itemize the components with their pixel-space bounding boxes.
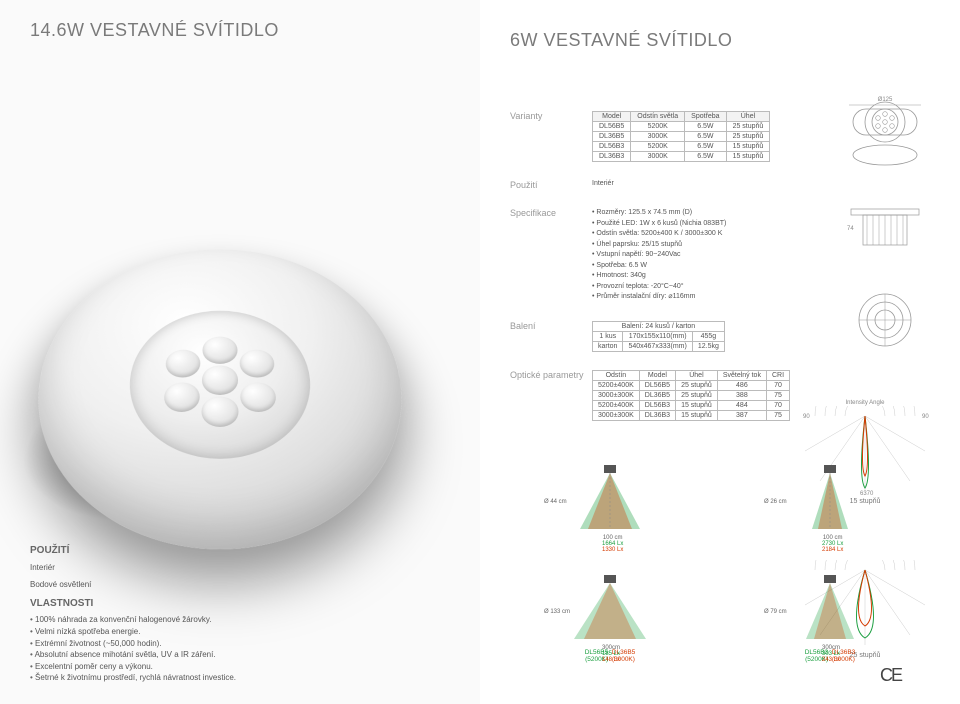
beam-diagram: Ø 44 cm 100 cm 1664 Lx 1330 Lx bbox=[550, 465, 670, 535]
left-page: 14.6W VESTAVNÉ SVÍTIDLO POUŽITÍ Interiér… bbox=[0, 0, 480, 704]
usage-label: Použití bbox=[510, 180, 592, 190]
prop-item: Šetrné k životnímu prostředí, rychlá náv… bbox=[30, 672, 450, 684]
table-row: 5200±400KDL56B315 stupňů48470 bbox=[593, 400, 790, 410]
ce-mark: CE bbox=[880, 665, 901, 686]
svg-text:90: 90 bbox=[803, 414, 810, 420]
table-row: 1 kus170x155x110(mm)455g bbox=[593, 331, 725, 341]
tech-drawing-side: 74 bbox=[845, 205, 925, 260]
table-row: DL36B53000K6.5W25 stupňů bbox=[593, 132, 770, 142]
beam-diagram: Ø 133 cm 300cm 185 Lx 148 Lx DL56B5 DL36… bbox=[550, 575, 670, 663]
spec-item: Hmotnost: 340g bbox=[592, 271, 930, 282]
prop-item: Absolutní absence mihotání světla, UV a … bbox=[30, 649, 450, 661]
table-row: 5200±400KDL56B525 stupňů48670 bbox=[593, 380, 790, 390]
usage-value: Interiér bbox=[592, 180, 930, 190]
usage-heading: POUŽITÍ bbox=[30, 544, 450, 559]
product-illustration bbox=[0, 160, 480, 500]
spec-item: Spotřeba: 6.5 W bbox=[592, 261, 930, 272]
package-label: Balení bbox=[510, 321, 592, 352]
table-row: DL36B33000K6.5W15 stupňů bbox=[593, 152, 770, 162]
svg-text:74: 74 bbox=[847, 226, 854, 232]
table-row: DL56B55200K6.5W25 stupňů bbox=[593, 122, 770, 132]
optics-label: Optické parametry bbox=[510, 370, 592, 421]
right-page: 6W VESTAVNÉ SVÍTIDLO Ø125 Varianty Model… bbox=[480, 0, 960, 704]
usage-line1: Interiér bbox=[30, 562, 450, 574]
spec-label: Specifikace bbox=[510, 208, 592, 303]
variants-label: Varianty bbox=[510, 111, 592, 162]
optics-table: OdstínModel ÚhelSvětelný tok CRI 5200±40… bbox=[592, 370, 790, 421]
tech-drawing-bottom bbox=[845, 290, 925, 350]
page-title-right: 6W VESTAVNÉ SVÍTIDLO bbox=[510, 30, 930, 51]
table-row: DL56B35200K6.5W15 stupňů bbox=[593, 142, 770, 152]
page-title-left: 14.6W VESTAVNÉ SVÍTIDLO bbox=[30, 20, 279, 41]
table-row: 3000±300KDL36B525 stupňů38875 bbox=[593, 390, 790, 400]
beam-diagram: Ø 79 cm 300cm 303 Lx 243 Lx DL56B3 DL36B… bbox=[770, 575, 890, 663]
left-bottom-text: POUŽITÍ Interiér Bodové osvětlení VLASTN… bbox=[30, 544, 450, 684]
prop-item: Excelentní poměr ceny a výkonu. bbox=[30, 661, 450, 673]
usage-line2: Bodové osvětlení bbox=[30, 579, 450, 591]
prop-item: Velmi nízká spotřeba energie. bbox=[30, 626, 450, 638]
variants-table: Model Odstín světla Spotřeba Úhel DL56B5… bbox=[592, 111, 770, 162]
tech-drawing-top: Ø125 bbox=[845, 95, 925, 175]
table-row: karton540x467x333(mm)12.5kg bbox=[593, 341, 725, 351]
svg-text:90: 90 bbox=[922, 414, 929, 420]
prop-item: Extrémní životnost (~50,000 hodin). bbox=[30, 638, 450, 650]
beam-diagram: Ø 26 cm 100 cm 2730 Lx 2184 Lx bbox=[770, 465, 890, 535]
package-table: Balení: 24 kusů / karton 1 kus170x155x11… bbox=[592, 321, 725, 352]
prop-item: 100% náhrada za konvenční halogenové žár… bbox=[30, 614, 450, 626]
props-heading: VLASTNOSTI bbox=[30, 597, 450, 612]
table-row: 3000±300KDL36B315 stupňů38775 bbox=[593, 410, 790, 420]
